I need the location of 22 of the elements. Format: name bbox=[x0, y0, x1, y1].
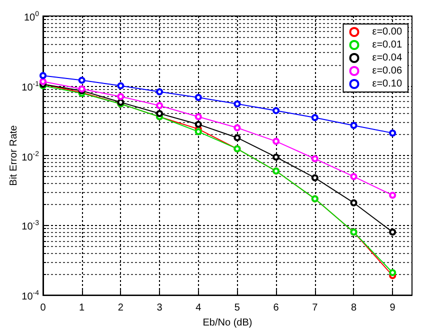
y-tick-label: 10$^{-2}$ bbox=[22, 150, 39, 164]
legend-label: ε=0.01 bbox=[372, 40, 402, 50]
x-tick-label: 4 bbox=[196, 302, 202, 314]
x-tick-label: 3 bbox=[156, 302, 163, 314]
y-tick-label: 10$^{-3}$ bbox=[22, 219, 39, 234]
x-tick-label: 5 bbox=[234, 302, 240, 314]
x-tick-label: 9 bbox=[390, 302, 396, 314]
x-tick-label: 7 bbox=[312, 302, 318, 314]
x-tick-label: 0 bbox=[40, 302, 46, 314]
x-tick-label: 1 bbox=[79, 302, 86, 314]
x-tick-label: 6 bbox=[273, 302, 280, 314]
y-tick-label: 10$^{-1}$ bbox=[22, 80, 39, 94]
y-tick-label: 10$^{0}$ bbox=[24, 10, 39, 24]
legend-label: ε=0.00 bbox=[372, 26, 402, 38]
x-tick-label: 2 bbox=[118, 302, 124, 314]
x-axis-title: Eb/No (dB) bbox=[202, 318, 252, 328]
legend-label: ε=0.06 bbox=[372, 66, 402, 76]
x-tick-label: 8 bbox=[350, 302, 357, 314]
legend-label: ε=0.10 bbox=[372, 78, 402, 90]
y-axis-title: Bit Error Rate bbox=[8, 124, 20, 186]
legend-label: ε=0.04 bbox=[372, 52, 402, 64]
y-tick-label: 10$^{-4}$ bbox=[22, 289, 39, 304]
